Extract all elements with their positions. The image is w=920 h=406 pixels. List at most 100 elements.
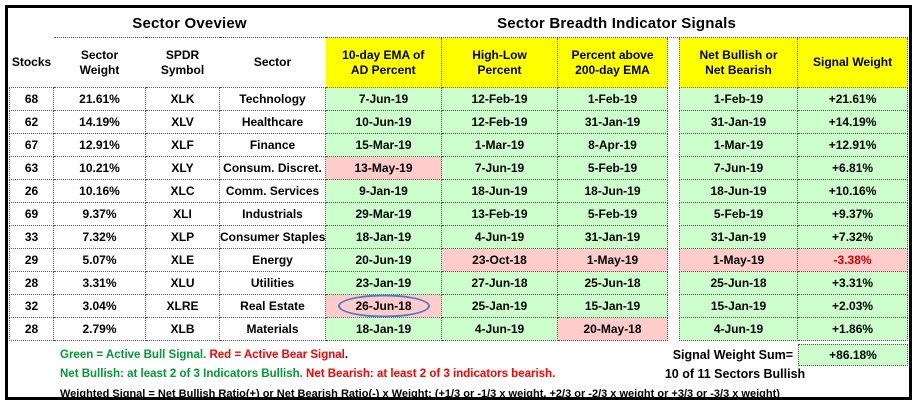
legend-line-2: Net Bullish: at least 2 of 3 Indicators … bbox=[60, 368, 555, 380]
signal-weight-value: +10.16% bbox=[797, 179, 909, 203]
signal-weight-value: +14.19% bbox=[797, 110, 909, 134]
highlow-signal-date: 23-Oct-18 bbox=[441, 248, 559, 272]
spdr-symbol: XLU bbox=[145, 271, 220, 295]
net-signal-date: 1-Mar-19 bbox=[679, 133, 799, 157]
legend-bear-text: Red = Active Bear Signal bbox=[206, 349, 345, 361]
column-gap bbox=[667, 294, 680, 318]
legend-period: . bbox=[344, 349, 349, 361]
net-signal-date: 5-Feb-19 bbox=[679, 202, 799, 226]
sector-weight: 12.91% bbox=[53, 133, 146, 157]
col-header-highlow: High-Low Percent bbox=[441, 37, 559, 88]
sector-weight: 10.21% bbox=[53, 156, 146, 180]
ema-signal-date: 29-Mar-19 bbox=[325, 202, 443, 226]
highlow-signal-date: 25-Jan-19 bbox=[441, 294, 559, 318]
table-row: 28 2.79% XLB Materials 18-Jan-19 4-Jun-1… bbox=[9, 317, 909, 341]
spdr-symbol: XLF bbox=[145, 133, 220, 157]
sectors-bullish-summary: 10 of 11 Sectors Bullish bbox=[664, 367, 806, 381]
breadth-signals-title: Sector Breadth Indicator Signals bbox=[497, 15, 737, 32]
highlow-signal-date: 27-Jun-18 bbox=[441, 271, 559, 295]
sector-weight: 5.07% bbox=[53, 248, 146, 272]
column-gap bbox=[667, 179, 680, 203]
signal-weight-sum-row: Signal Weight Sum= +86.18% bbox=[673, 344, 908, 366]
ema-signal-date: 13-May-19 bbox=[325, 156, 443, 180]
spdr-symbol: XLRE bbox=[145, 294, 220, 318]
sector-name: Healthcare bbox=[219, 110, 327, 134]
pct200-signal-date: 5-Feb-19 bbox=[557, 202, 669, 226]
weighted-signal-formula: Weighted Signal = Net Bullish Ratio(+) o… bbox=[60, 388, 780, 400]
stocks-count: 63 bbox=[9, 156, 54, 180]
table-row: 63 10.21% XLY Consum. Discret. 13-May-19… bbox=[9, 156, 909, 180]
pct200-signal-date: 18-Jun-19 bbox=[557, 179, 669, 203]
net-signal-date: 18-Jun-19 bbox=[679, 179, 799, 203]
net-signal-date: 1-May-19 bbox=[679, 248, 799, 272]
highlow-signal-date: 7-Jun-19 bbox=[441, 156, 559, 180]
col-header-ema: 10-day EMA of AD Percent bbox=[325, 37, 443, 88]
col-header-spdr-symbol: SPDR Symbol bbox=[145, 37, 220, 88]
signal-weight-value: +7.32% bbox=[797, 225, 909, 249]
net-signal-date: 25-Jun-18 bbox=[679, 271, 799, 295]
pct200-signal-date: 15-Jan-19 bbox=[557, 294, 669, 318]
spdr-symbol: XLP bbox=[145, 225, 220, 249]
net-bearish-definition: Net Bearish: at least 2 of 3 indicators … bbox=[302, 368, 556, 380]
signal-weight-value: -3.38% bbox=[797, 248, 909, 272]
net-signal-date: 1-Feb-19 bbox=[679, 87, 799, 111]
highlow-signal-date: 18-Jun-19 bbox=[441, 179, 559, 203]
column-gap bbox=[667, 317, 680, 341]
net-signal-date: 7-Jun-19 bbox=[679, 156, 799, 180]
signal-weight-value: +12.91% bbox=[797, 133, 909, 157]
ema-signal-date: 10-Jun-19 bbox=[325, 110, 443, 134]
signal-weight-value: +3.31% bbox=[797, 271, 909, 295]
table-row: 62 14.19% XLV Healthcare 10-Jun-19 12-Fe… bbox=[9, 110, 909, 134]
sector-name: Comm. Services bbox=[219, 179, 327, 203]
net-signal-date: 15-Jan-19 bbox=[679, 294, 799, 318]
col-header-signal-weight: Signal Weight bbox=[797, 37, 909, 88]
title-spacer bbox=[10, 10, 54, 38]
stocks-count: 26 bbox=[9, 179, 54, 203]
sector-weight: 2.79% bbox=[53, 317, 146, 341]
column-gap bbox=[667, 202, 680, 226]
pct200-signal-date: 1-Feb-19 bbox=[557, 87, 669, 111]
stocks-count: 68 bbox=[9, 87, 54, 111]
sector-weight: 14.19% bbox=[53, 110, 146, 134]
ema-signal-date: 9-Jan-19 bbox=[325, 179, 443, 203]
signal-weight-sum-value: +86.18% bbox=[798, 344, 908, 366]
spdr-symbol: XLE bbox=[145, 248, 220, 272]
highlow-signal-date: 12-Feb-19 bbox=[441, 110, 559, 134]
pct200-signal-date: 31-Jan-19 bbox=[557, 225, 669, 249]
stocks-count: 28 bbox=[9, 317, 54, 341]
sector-name: Industrials bbox=[219, 202, 327, 226]
sector-weight: 10.16% bbox=[53, 179, 146, 203]
highlow-signal-date: 1-Mar-19 bbox=[441, 133, 559, 157]
sector-name: Utilities bbox=[219, 271, 327, 295]
pct200-signal-date: 8-Apr-19 bbox=[557, 133, 669, 157]
sector-weight: 7.32% bbox=[53, 225, 146, 249]
column-gap bbox=[667, 248, 680, 272]
signal-weight-value: +21.61% bbox=[797, 87, 909, 111]
sector-breadth-table: Sector Oveview Sector Breadth Indicator … bbox=[9, 10, 909, 341]
highlow-signal-date: 4-Jun-19 bbox=[441, 317, 559, 341]
pct200-signal-date: 1-May-19 bbox=[557, 248, 669, 272]
spdr-symbol: XLV bbox=[145, 110, 220, 134]
ema-signal-date: 15-Mar-19 bbox=[325, 133, 443, 157]
stocks-count: 62 bbox=[9, 110, 54, 134]
breadth-table-frame: Sector Oveview Sector Breadth Indicator … bbox=[5, 5, 912, 400]
col-header-net: Net Bullish or Net Bearish bbox=[679, 37, 799, 88]
sector-weight: 9.37% bbox=[53, 202, 146, 226]
legend-bull-text: Green = Active Bull Signal. bbox=[60, 349, 207, 361]
sector-weight: 3.31% bbox=[53, 271, 146, 295]
pct200-signal-date: 5-Feb-19 bbox=[557, 156, 669, 180]
spdr-symbol: XLK bbox=[145, 87, 220, 111]
sector-name: Energy bbox=[219, 248, 327, 272]
signal-weight-value: +1.86% bbox=[797, 317, 909, 341]
sector-name: Real Estate bbox=[219, 294, 327, 318]
sector-name: Finance bbox=[219, 133, 327, 157]
ema-signal-date-circled: 26-Jun-18 bbox=[325, 294, 443, 318]
spdr-symbol: XLB bbox=[145, 317, 220, 341]
pct200-signal-date: 31-Jan-19 bbox=[557, 110, 669, 134]
stocks-count: 67 bbox=[9, 133, 54, 157]
column-gap bbox=[667, 87, 680, 111]
ema-signal-date: 18-Jan-19 bbox=[325, 317, 443, 341]
sector-weight: 21.61% bbox=[53, 87, 146, 111]
highlow-signal-date: 13-Feb-19 bbox=[441, 202, 559, 226]
col-header-sector-weight: Sector Weight bbox=[53, 37, 146, 88]
